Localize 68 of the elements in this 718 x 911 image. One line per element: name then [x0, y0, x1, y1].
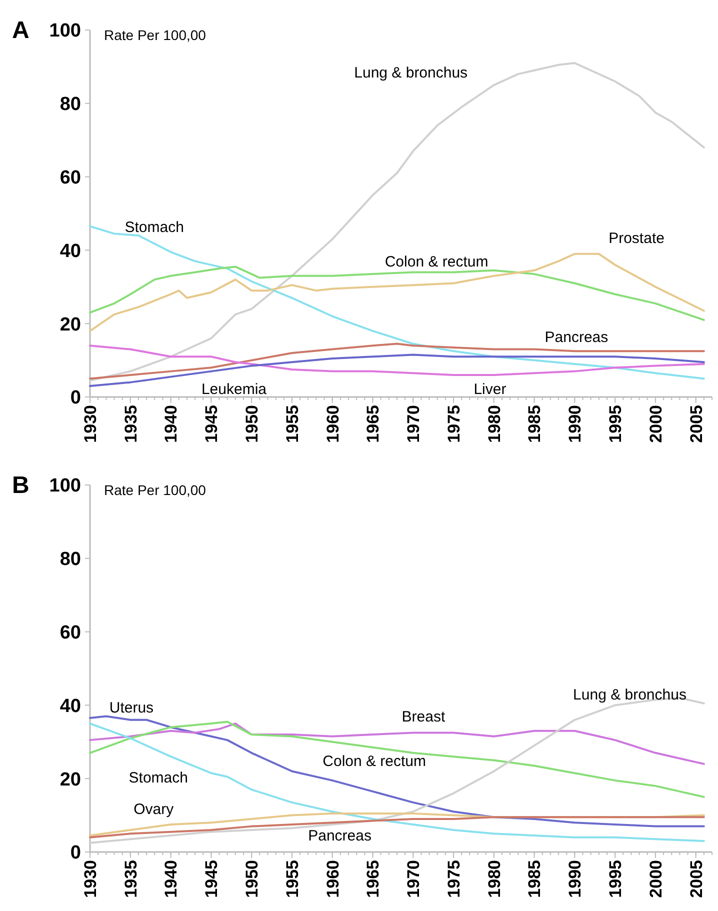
line-series — [89, 266, 705, 321]
x-tick-label: 1930 — [80, 405, 100, 443]
series-label: Lung & bronchus — [573, 686, 686, 704]
line-series — [89, 720, 705, 798]
line-series — [89, 722, 705, 765]
series-label: Liver — [474, 381, 506, 398]
x-tick-label: 1975 — [444, 405, 464, 443]
series-label: Ovary — [134, 801, 174, 818]
x-tick-label: 2005 — [686, 860, 706, 898]
series-label: Colon & rectum — [384, 254, 488, 271]
x-tick-label: 1945 — [202, 405, 222, 443]
y-tick-label: 100 — [49, 476, 81, 497]
series-label: Lung & bronchus — [354, 64, 468, 82]
x-tick-label: 1955 — [282, 405, 302, 443]
series-label: Stomach — [124, 218, 184, 236]
x-tick-label: 1945 — [202, 860, 222, 898]
x-tick-label: 1985 — [525, 860, 544, 898]
x-tick-label: 1980 — [484, 860, 504, 898]
x-tick-label: 1970 — [404, 405, 424, 443]
x-tick-label: 1940 — [162, 860, 181, 898]
x-tick-label: 1975 — [444, 860, 464, 898]
y-tick-label: 80 — [60, 549, 81, 570]
x-tick-label: 1965 — [364, 405, 383, 443]
y-tick-label: 0 — [70, 388, 81, 409]
series-label: Pancreas — [544, 328, 608, 346]
line-series — [89, 252, 705, 332]
series-label: Leukemia — [201, 381, 268, 398]
series-label: Colon & rectum — [322, 752, 426, 770]
y-tick-label: 80 — [60, 94, 81, 116]
x-tick-label: 1930 — [80, 860, 100, 898]
x-tick-label: 1980 — [484, 405, 504, 443]
x-tick-label: 2005 — [686, 405, 706, 443]
x-tick-label: 2000 — [646, 405, 666, 443]
y-tick-label: 40 — [60, 240, 81, 262]
x-tick-label: 1950 — [242, 405, 262, 443]
y-tick-label: 20 — [60, 314, 81, 336]
y-tick-label: 60 — [60, 167, 81, 188]
x-tick-label: 1940 — [162, 405, 181, 443]
y-tick-label: 100 — [49, 20, 81, 42]
series-label: Stomach — [128, 769, 188, 786]
x-tick-label: 1965 — [364, 860, 383, 898]
x-tick-label: 1990 — [566, 860, 585, 898]
series-label: Pancreas — [308, 827, 372, 844]
series-label: Prostate — [608, 230, 664, 247]
x-tick-label: 1970 — [404, 860, 424, 898]
x-tick-label: 1985 — [525, 405, 544, 443]
x-tick-label: 1935 — [121, 860, 140, 898]
x-tick-label: 2000 — [646, 860, 666, 898]
line-series — [89, 722, 705, 842]
chart-title: B — [12, 472, 30, 499]
y-axis-title: Rate Per 100,00 — [104, 482, 206, 498]
x-tick-label: 1955 — [282, 860, 302, 898]
line-series — [89, 62, 705, 382]
y-tick-label: 20 — [60, 769, 81, 790]
chart-title: A — [12, 17, 30, 44]
x-tick-label: 1950 — [242, 860, 262, 898]
y-axis-title: Rate Per 100,00 — [104, 27, 206, 43]
x-tick-label: 1960 — [323, 405, 342, 443]
x-tick-label: 1995 — [606, 405, 626, 443]
series-label: Breast — [402, 708, 446, 726]
y-tick-label: 40 — [60, 696, 81, 717]
x-tick-label: 1935 — [121, 405, 140, 443]
y-tick-label: 60 — [60, 622, 81, 644]
series-label: Uterus — [109, 700, 154, 717]
x-tick-label: 1995 — [606, 860, 626, 898]
y-tick-label: 0 — [70, 842, 81, 864]
x-tick-label: 1960 — [323, 860, 342, 898]
x-tick-label: 1990 — [566, 405, 585, 443]
